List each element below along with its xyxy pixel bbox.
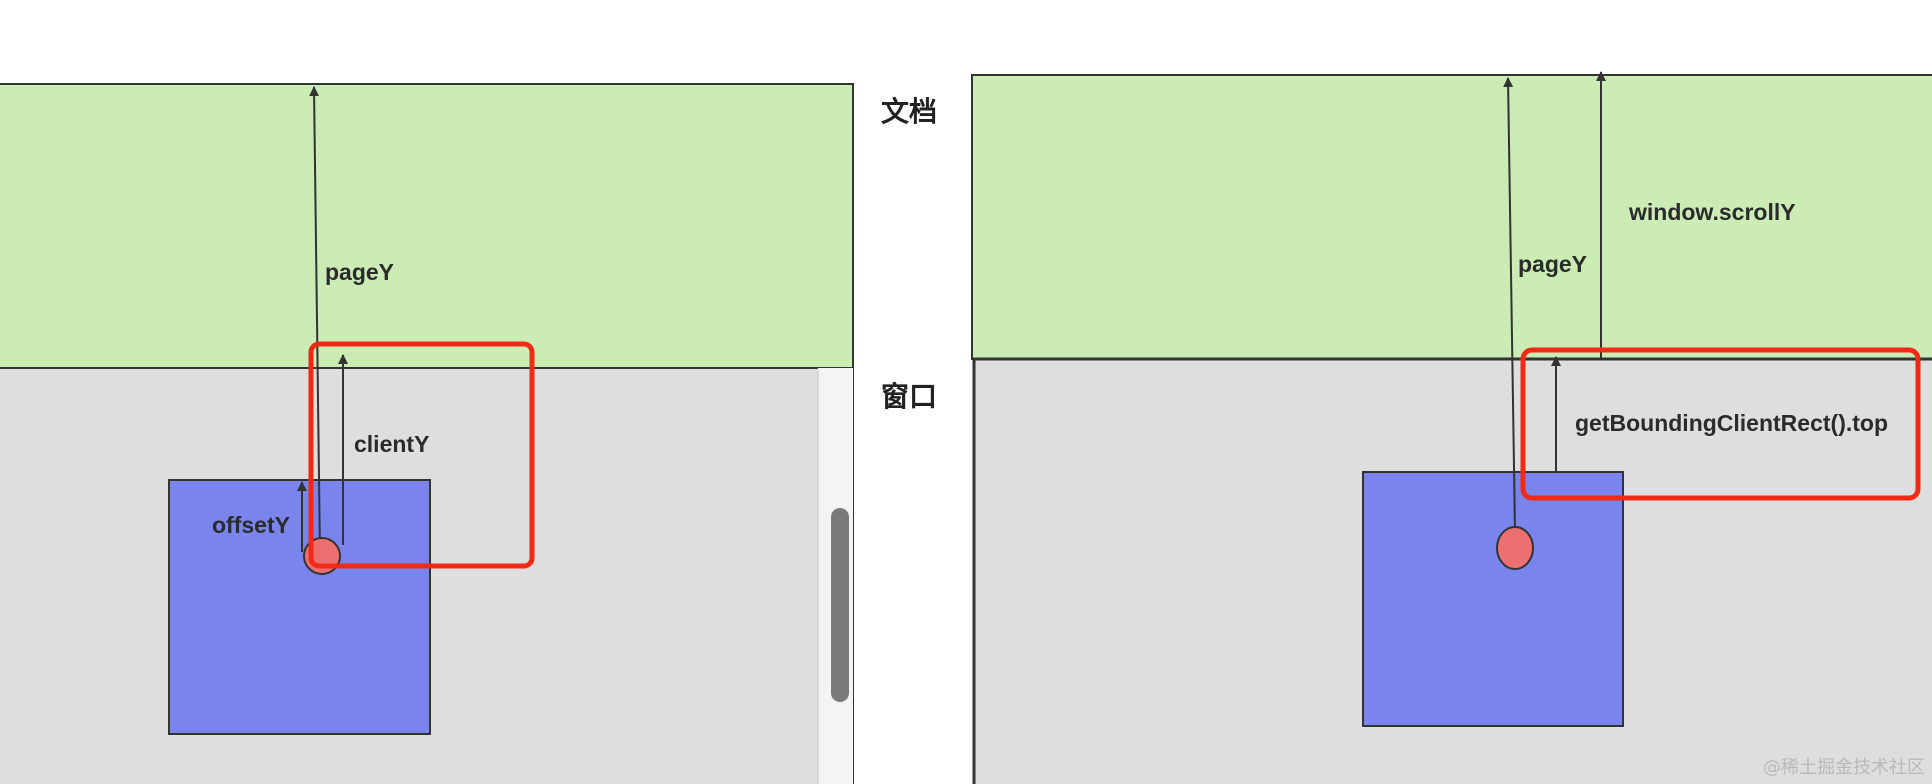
scrollbar-thumb[interactable] xyxy=(831,508,849,702)
right-target-element xyxy=(1362,471,1624,727)
window-label: 窗口 xyxy=(881,380,937,413)
right-document-area xyxy=(971,74,1932,360)
right-highlight-box xyxy=(1520,347,1921,501)
right-page-y-arrow xyxy=(1503,77,1516,533)
right-panel: pageY window.scrollY getBoundingClientRe… xyxy=(971,71,1932,784)
bounding-top-label: getBoundingClientRect().top xyxy=(1575,410,1888,436)
left-page-y-arrow xyxy=(309,86,321,556)
document-label: 文档 xyxy=(881,95,937,128)
left-document-area xyxy=(0,83,854,369)
scroll-y-label: window.scrollY xyxy=(1628,199,1796,225)
watermark: @稀土掘金技术社区 xyxy=(1763,757,1925,778)
scrollbar[interactable] xyxy=(817,368,853,784)
right-page-y-label: pageY xyxy=(1518,251,1587,277)
left-panel: pageY clientY offsetY xyxy=(0,83,854,784)
left-target-element xyxy=(168,479,431,735)
left-highlight-box xyxy=(308,341,535,569)
client-y-label: clientY xyxy=(354,431,429,457)
right-pointer-dot xyxy=(1496,526,1534,570)
offset-y-label: offsetY xyxy=(212,512,290,538)
left-page-y-label: pageY xyxy=(325,259,394,285)
